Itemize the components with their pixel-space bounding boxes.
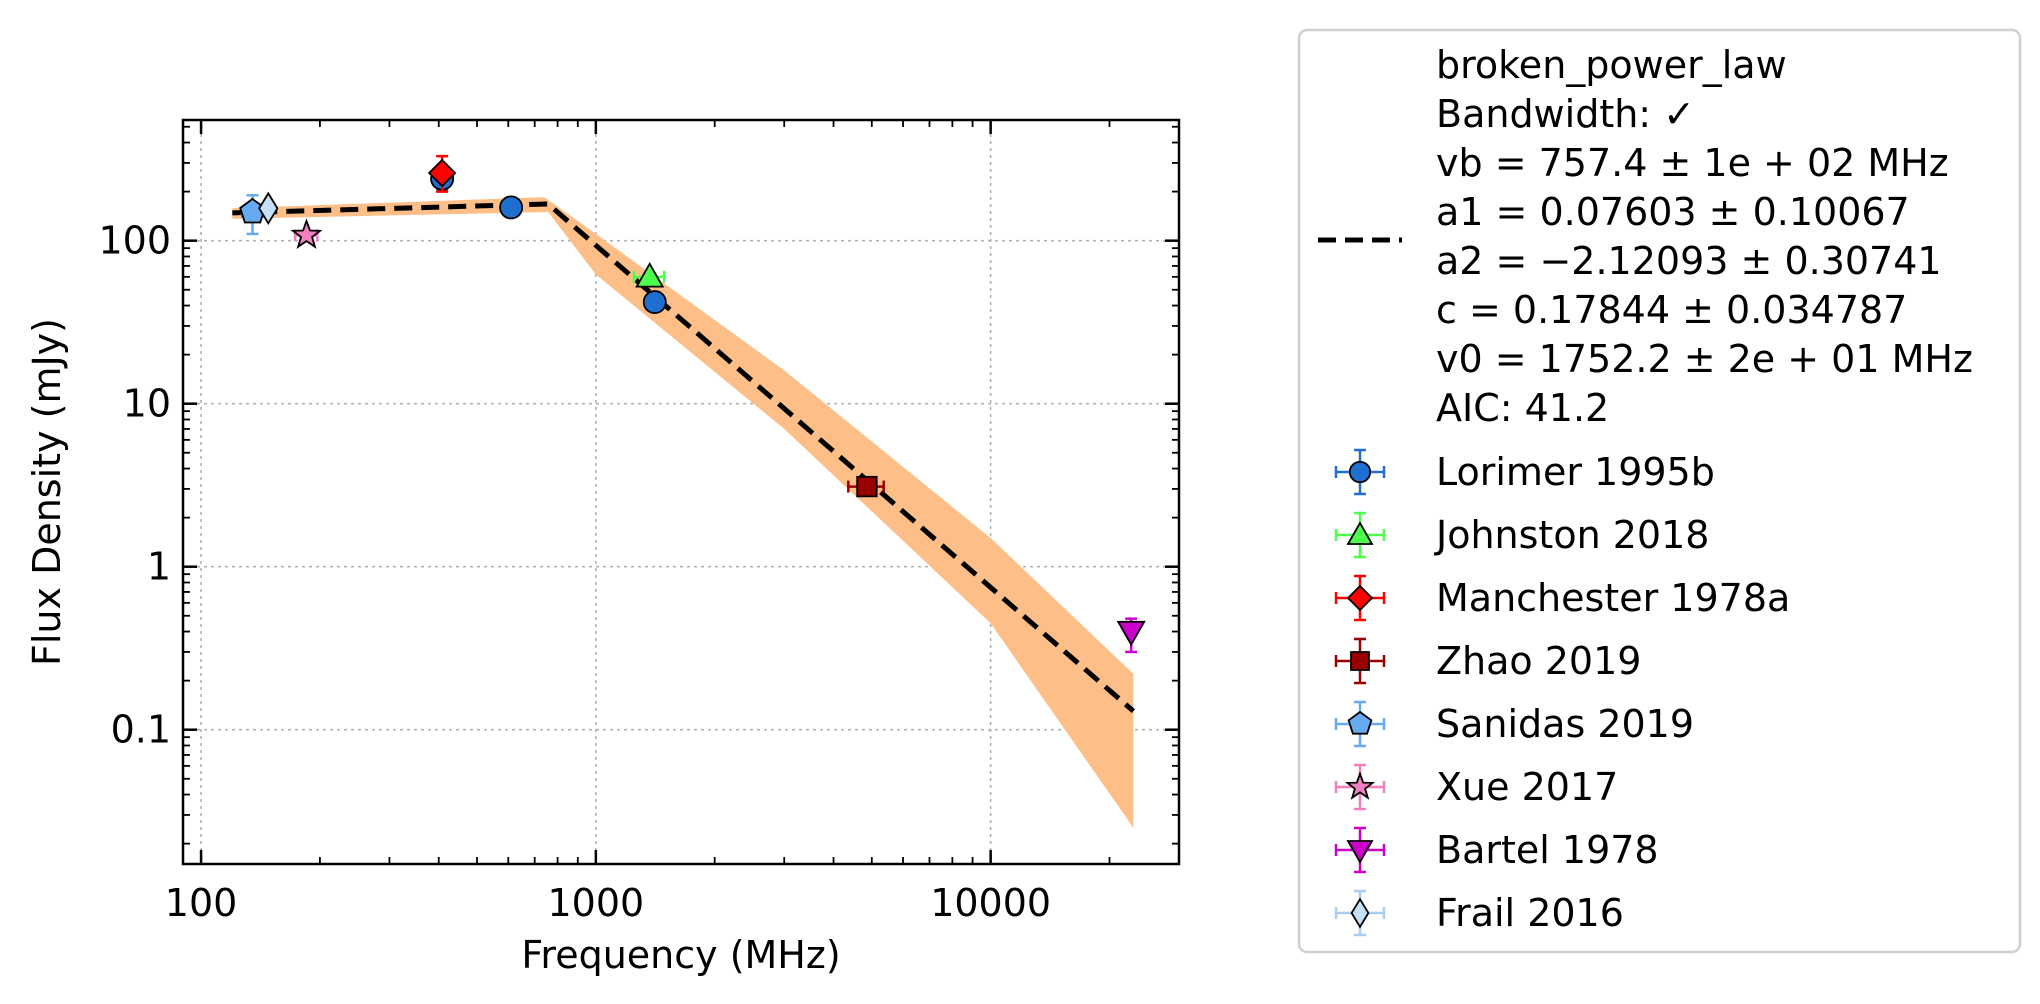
johnston-2018-point xyxy=(635,261,665,288)
x-axis-label: Frequency (MHz) xyxy=(521,933,840,977)
legend-model-line-8: AIC: 41.2 xyxy=(1436,386,1609,430)
data-points xyxy=(239,154,1146,654)
legend-label-lorimer-1995b: Lorimer 1995b xyxy=(1436,450,1715,494)
legend-lorimer-1995b-marker xyxy=(1348,460,1372,484)
x-tick-label: 10000 xyxy=(930,881,1051,925)
legend-model-label: broken_power_law Bandwidth: ✓ vb = 757.4… xyxy=(1436,43,1985,430)
legend-model-line-3: vb = 757.4 ± 1e + 02 MHz xyxy=(1436,141,1949,185)
legend-model-line-2: Bandwidth: ✓ xyxy=(1436,92,1695,136)
legend-johnston-2018-marker xyxy=(1346,521,1374,545)
y-tick-label: 10 xyxy=(123,382,171,426)
x-tick-label: 1000 xyxy=(547,881,644,925)
legend-xue-2017-marker xyxy=(1344,771,1376,800)
legend-model-line-5: a2 = −2.12093 ± 0.30741 xyxy=(1436,239,1942,283)
legend-model-line-7: v0 = 1752.2 ± 2e + 01 MHz xyxy=(1436,337,1973,381)
legend-zhao-2019-marker xyxy=(1350,651,1370,671)
grid xyxy=(183,120,1179,864)
y-tick-label: 1 xyxy=(147,545,171,589)
legend-sanidas-2019-marker xyxy=(1347,710,1373,735)
legend-manchester-1978a-marker xyxy=(1346,584,1374,612)
zhao-2019-point xyxy=(856,475,878,498)
axis-ticks xyxy=(183,120,1179,864)
x-tick-label: 100 xyxy=(165,881,238,925)
xue-2017-point xyxy=(290,218,323,249)
lorimer-1995b-point xyxy=(499,195,524,220)
tick-labels: 100 1000 10000 0.1 1 10 100 xyxy=(98,219,1051,925)
legend-label-johnston-2018: Johnston 2018 xyxy=(1434,513,1709,557)
legend: broken_power_law Bandwidth: ✓ vb = 757.4… xyxy=(1297,28,2022,954)
legend-label-xue-2017: Xue 2017 xyxy=(1436,765,1618,809)
legend-model-line-4: a1 = 0.07603 ± 0.10067 xyxy=(1436,190,1910,234)
legend-model-line-1: broken_power_law xyxy=(1436,43,1787,87)
legend-label-zhao-2019: Zhao 2019 xyxy=(1436,639,1641,683)
frail-2016-point xyxy=(258,191,279,226)
bartel-1978-point xyxy=(1116,620,1146,647)
legend-label-sanidas-2019: Sanidas 2019 xyxy=(1436,702,1694,746)
legend-entries: Lorimer 1995b Johnston 2018 Manchester 1… xyxy=(1434,450,1790,935)
y-axis-label: Flux Density (mJy) xyxy=(25,318,69,666)
legend-label-manchester-1978a: Manchester 1978a xyxy=(1436,576,1790,620)
legend-bartel-1978-marker xyxy=(1346,840,1374,864)
legend-frail-2016-marker xyxy=(1350,897,1370,929)
legend-label-frail-2016: Frail 2016 xyxy=(1436,891,1624,935)
legend-label-bartel-1978: Bartel 1978 xyxy=(1436,828,1659,872)
plot-area xyxy=(232,154,1146,828)
legend-markers xyxy=(1334,448,1386,937)
legend-model-line-6: c = 0.17844 ± 0.034787 xyxy=(1436,288,1907,332)
legend-frame xyxy=(1297,28,2022,954)
y-tick-label: 100 xyxy=(98,219,171,263)
manchester-1978a-point xyxy=(427,158,457,188)
plot-frame xyxy=(181,118,1181,866)
y-tick-label: 0.1 xyxy=(111,708,171,752)
lorimer-1995b-point xyxy=(642,290,667,315)
